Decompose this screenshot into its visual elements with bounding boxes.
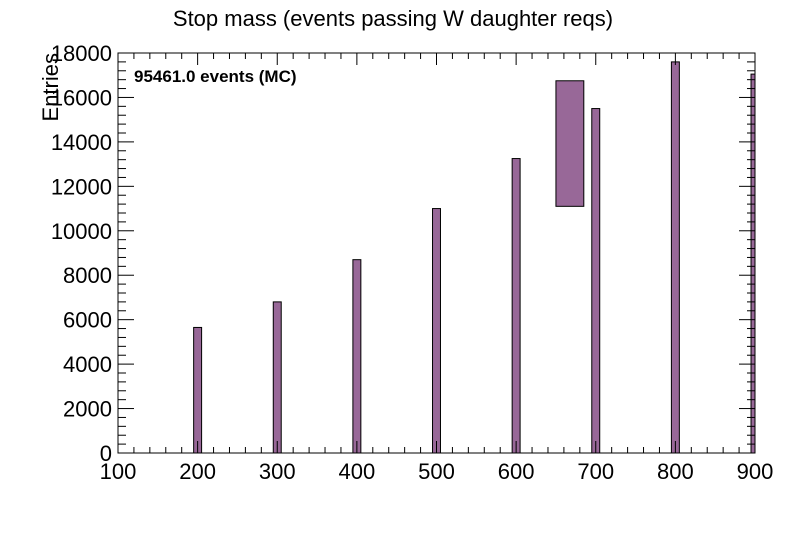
bar-1 xyxy=(272,301,282,454)
events-annotation: 95461.0 events (MC) xyxy=(134,67,297,86)
y-axis-ticks xyxy=(118,52,755,454)
bar-3 xyxy=(432,208,441,454)
x-tick-label: 900 xyxy=(737,459,774,484)
y-tick-label: 4000 xyxy=(63,352,112,377)
y-tick-label: 0 xyxy=(100,441,112,466)
x-tick-label: 600 xyxy=(498,459,535,484)
legend-group xyxy=(555,80,585,207)
bar-0 xyxy=(193,326,203,454)
x-tick-label: 200 xyxy=(179,459,216,484)
y-tick-label: 14000 xyxy=(51,130,112,155)
y-tick-label: 2000 xyxy=(63,397,112,422)
bar-6 xyxy=(670,61,680,454)
y-tick-label: 6000 xyxy=(63,308,112,333)
legend-box xyxy=(555,80,585,207)
y-tick-label: 10000 xyxy=(51,219,112,244)
x-tick-label: 100 xyxy=(100,459,137,484)
y-tick-label: 12000 xyxy=(51,174,112,199)
x-tick-label: 300 xyxy=(259,459,296,484)
x-axis-tick-labels: 100 200 300 400 500 600 700 800 900 xyxy=(100,459,774,484)
y-tick-label: 18000 xyxy=(51,41,112,66)
bar-group xyxy=(193,61,756,454)
y-tick-label: 16000 xyxy=(51,85,112,110)
chart-title: Stop mass (events passing W daughter req… xyxy=(173,6,613,31)
bar-2 xyxy=(352,259,362,454)
bar-4 xyxy=(511,158,521,454)
y-axis-tick-labels: 0 2000 4000 6000 8000 10000 12000 14000 16000 180… xyxy=(51,41,112,466)
x-tick-label: 400 xyxy=(339,459,376,484)
x-axis-ticks xyxy=(117,53,756,453)
y-tick-label: 8000 xyxy=(63,263,112,288)
y-axis-label: Entries xyxy=(38,53,63,121)
x-tick-label: 700 xyxy=(577,459,614,484)
x-tick-label: 800 xyxy=(657,459,694,484)
x-tick-label: 500 xyxy=(418,459,455,484)
bar-5 xyxy=(591,108,601,454)
bar-7 xyxy=(750,73,756,454)
